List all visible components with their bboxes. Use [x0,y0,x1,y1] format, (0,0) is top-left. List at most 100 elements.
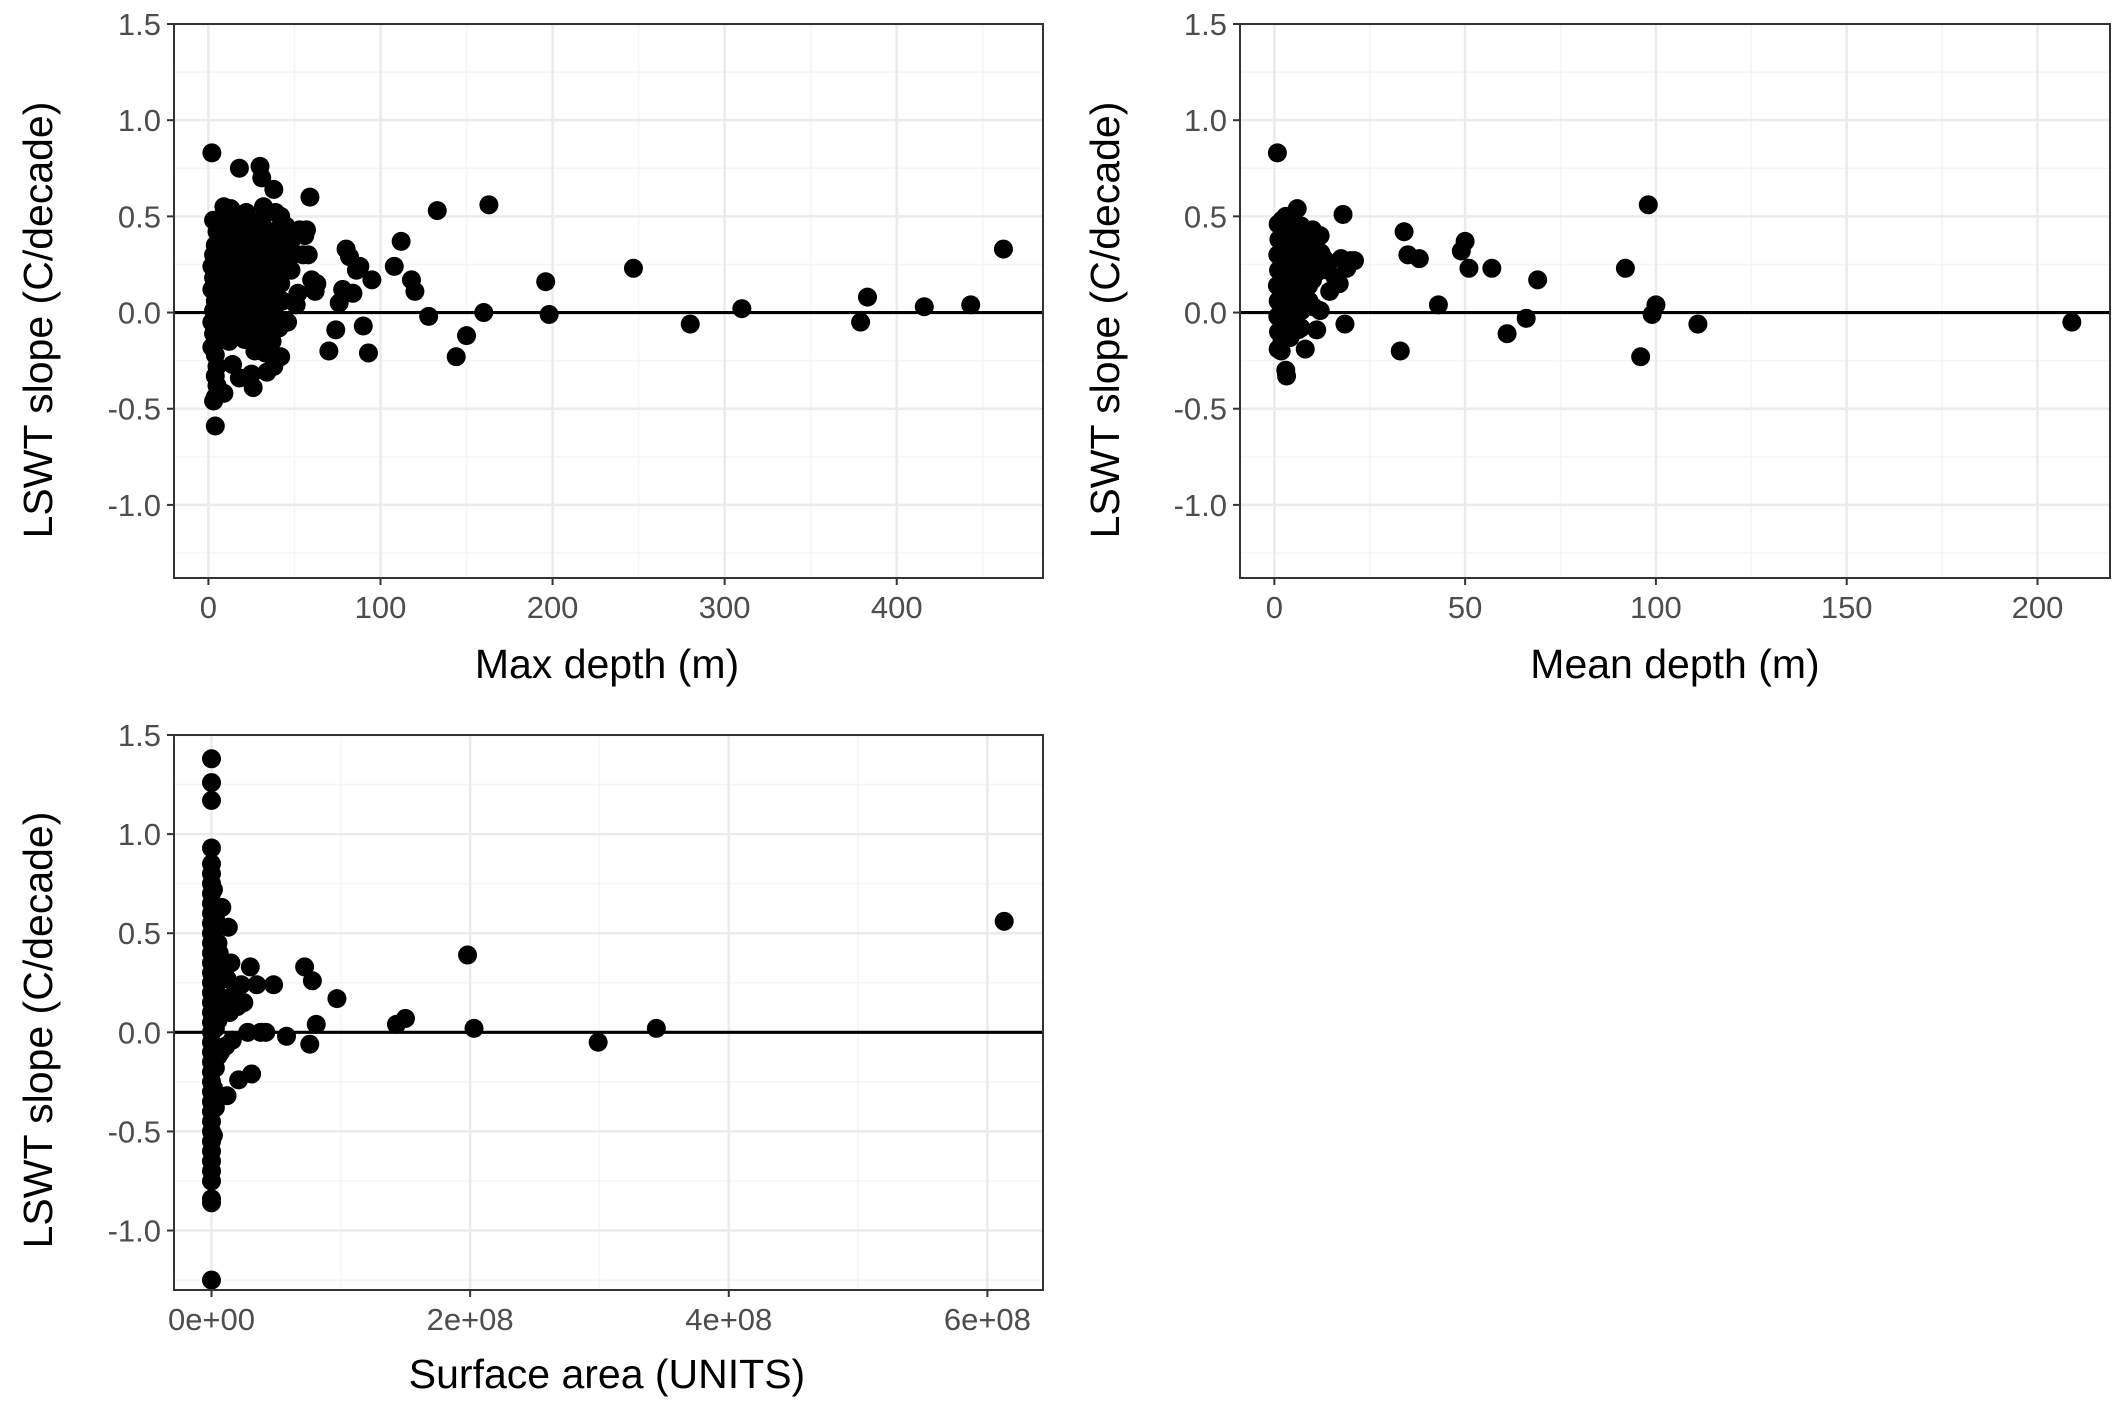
data-point [1329,274,1349,294]
data-point [1277,366,1297,386]
data-point [1291,318,1311,338]
data-point [1310,226,1330,246]
data-point [384,256,404,276]
data-point [295,957,315,977]
data-point [1428,295,1448,315]
x-tick-label: 300 [699,590,751,625]
data-point [202,1270,222,1290]
data-point [202,1171,222,1191]
data-point [395,1008,415,1028]
y-tick-label: -0.5 [108,392,161,427]
data-point [1307,320,1327,340]
data-point [1497,324,1517,344]
x-tick-label: 4e+08 [685,1302,772,1337]
data-point [278,312,298,332]
data-point [1409,249,1429,269]
data-point [243,378,263,398]
data-point [362,270,382,290]
data-point [1287,199,1307,219]
x-tick-label: 0 [1266,590,1283,625]
data-point [202,1193,222,1213]
plot-panel [174,24,1043,578]
y-tick-label: -1.0 [108,1214,161,1249]
data-point [1528,270,1548,290]
data-point [218,917,238,937]
data-point [446,347,466,367]
data-point [857,287,877,307]
data-point [1390,341,1410,361]
data-point [202,143,222,163]
data-point [281,260,301,280]
data-point [358,343,378,363]
data-point [214,383,234,403]
data-point [202,773,222,793]
data-point [326,320,346,340]
y-tick-label: -0.5 [108,1114,161,1149]
y-tick-label: 1.0 [1184,103,1227,138]
data-point [1335,314,1355,334]
x-tick-label: 0 [200,590,217,625]
y-tick-label: 0.0 [118,1015,161,1050]
data-point [1267,143,1287,163]
y-tick-label: -1.0 [1174,488,1227,523]
data-point [242,1064,262,1084]
panel-border [173,734,1044,1291]
data-point [343,283,363,303]
y-tick-label: 1.5 [118,718,161,753]
data-point [680,314,700,334]
data-point [231,975,251,995]
data-point [217,969,237,989]
y-tick-label: 0.5 [1184,199,1227,234]
data-point [1638,195,1658,215]
data-point [302,971,322,991]
x-tick-label: 50 [1448,590,1482,625]
data-point [479,195,499,215]
data-point [212,897,232,917]
data-point [353,316,373,336]
data-point [234,993,254,1013]
y-tick-label: 1.0 [118,103,161,138]
data-point [202,838,222,858]
y-tick-label: 1.0 [118,817,161,852]
data-point [588,1032,608,1052]
data-point [271,274,291,294]
data-point [1482,258,1502,278]
y-tick-label: 0.5 [118,199,161,234]
data-point [464,1018,484,1038]
data-point [203,880,223,900]
y-tick-label: -0.5 [1174,392,1227,427]
x-tick-label: 2e+08 [427,1302,514,1337]
data-point [1271,341,1291,361]
data-point [427,201,447,221]
y-tick-label: 0.0 [118,296,161,331]
data-point [300,1034,320,1054]
x-axis-title: Mean depth (m) [1530,641,1819,687]
data-point [1631,347,1651,367]
x-axis-title: Surface area (UNITS) [409,1351,805,1397]
data-point [247,975,267,995]
data-point [205,1098,225,1118]
data-point [297,220,317,240]
data-point [217,1086,237,1106]
data-point [419,306,439,326]
panel-border [1239,23,2111,579]
data-point [1459,258,1479,278]
plot-panel [174,735,1043,1290]
data-point [1646,295,1666,315]
data-point [1333,204,1353,224]
data-point [264,179,284,199]
y-tick-label: 0.5 [118,916,161,951]
data-point [307,274,327,294]
data-point [205,416,225,436]
x-tick-label: 6e+08 [944,1302,1031,1337]
x-tick-label: 150 [1821,590,1873,625]
data-point [202,749,222,769]
data-point [539,304,559,324]
data-point [1615,258,1635,278]
data-point [1688,314,1708,334]
x-tick-label: 200 [527,590,579,625]
panel-surface-area: LSWT slope (C/decade) Surface area (UNIT… [15,718,1044,1397]
data-point [203,1125,223,1145]
data-point [1344,251,1364,271]
